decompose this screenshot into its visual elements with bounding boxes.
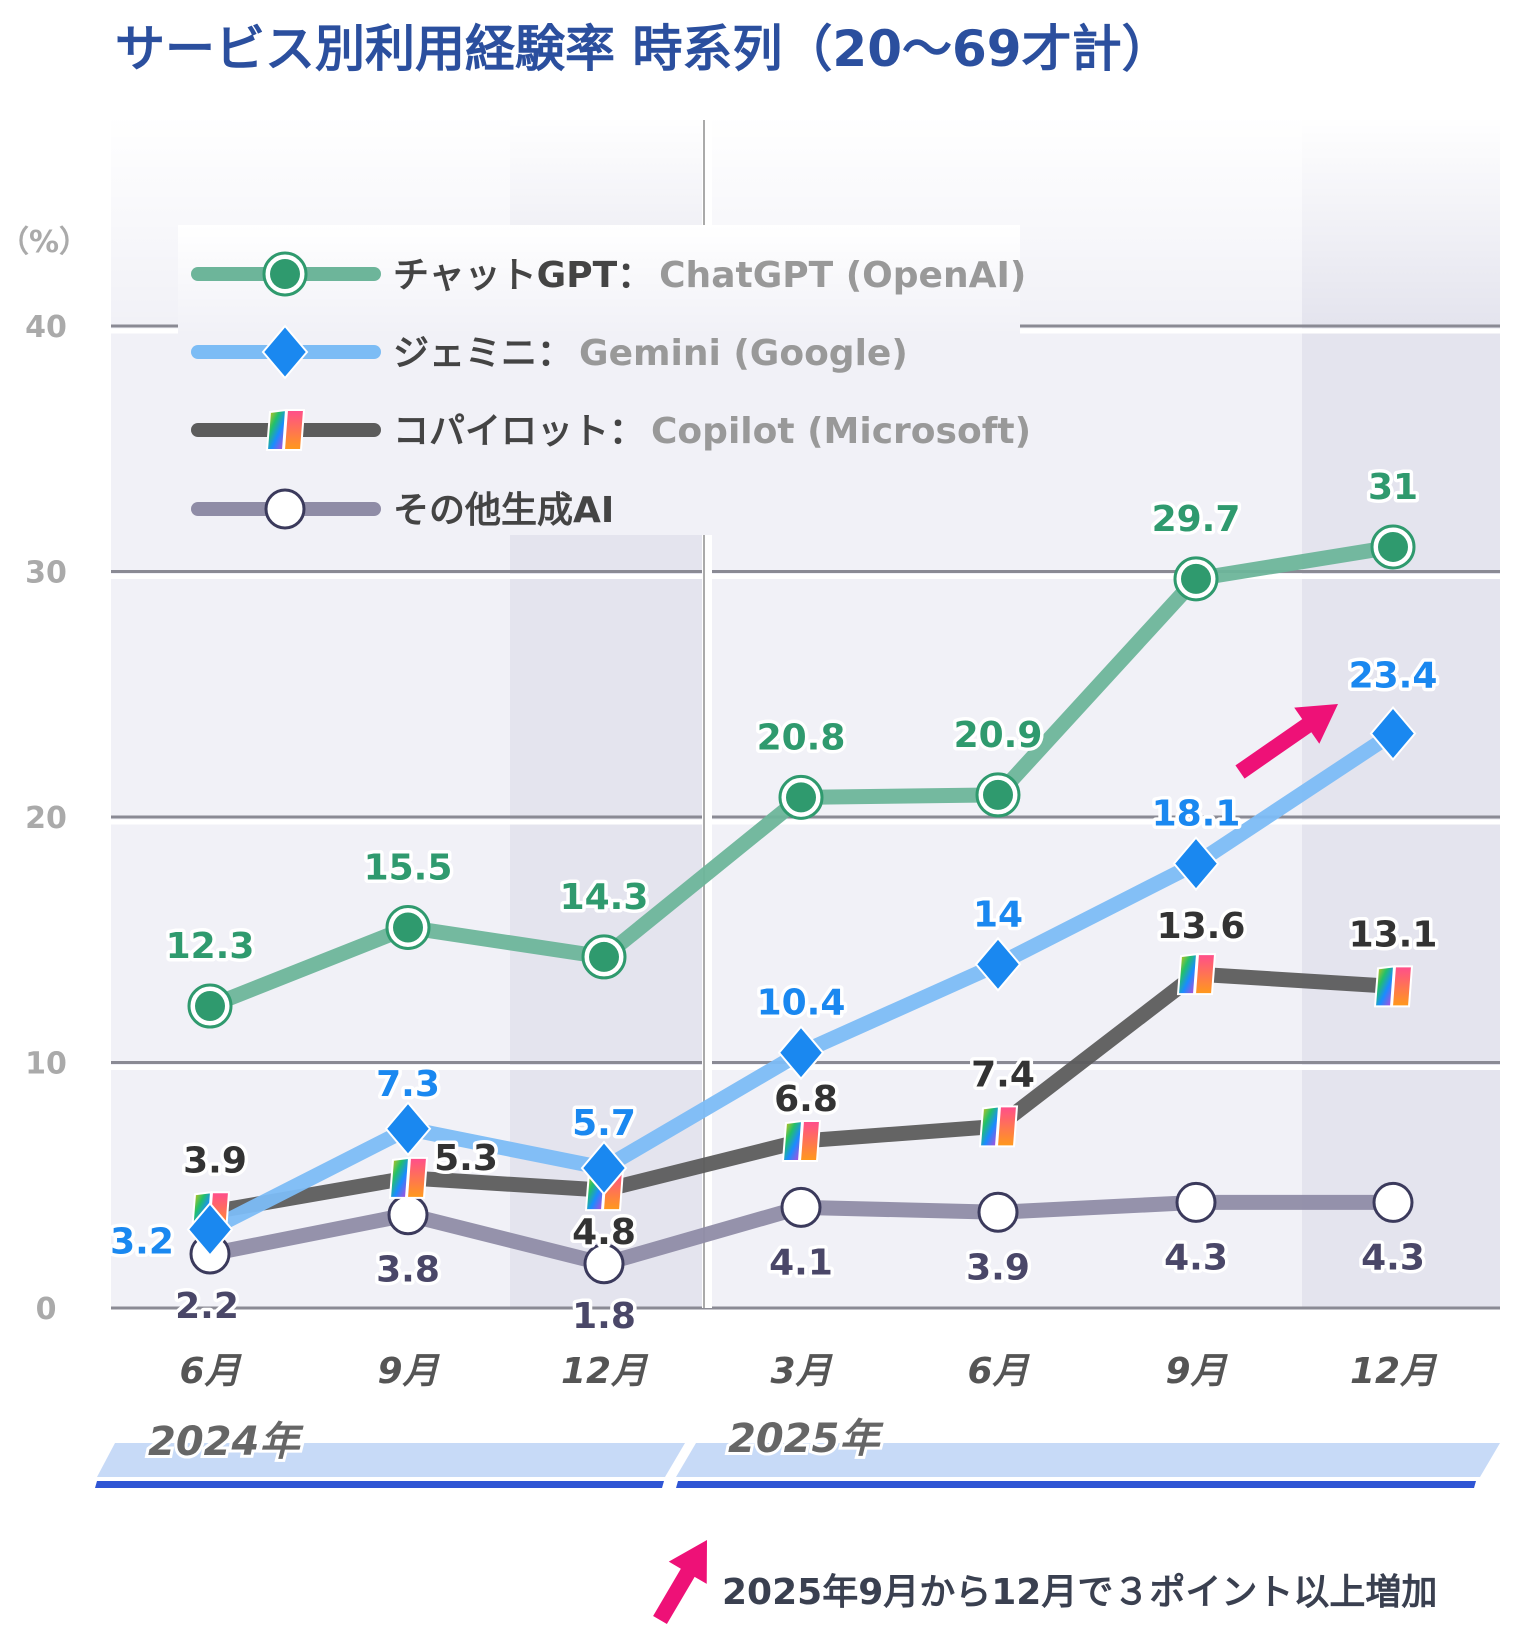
data-label: 13.6	[1157, 906, 1246, 947]
data-label: 12.3	[166, 926, 255, 967]
legend-label-ja: チャットGPT：	[393, 255, 653, 296]
data-label: 10.4	[757, 983, 846, 1024]
data-point-marker	[393, 912, 423, 943]
data-point-marker	[384, 1101, 432, 1157]
data-label: 2.2	[175, 1286, 239, 1327]
y-tick-label: 20	[25, 801, 67, 836]
data-label: 23.4	[1349, 656, 1438, 697]
data-point-marker	[195, 991, 225, 1022]
year-band-2025	[676, 1443, 1500, 1477]
data-label: 5.3	[434, 1138, 498, 1179]
data-point-marker	[388, 1156, 411, 1199]
legend-label-ja: コパイロット：	[393, 411, 645, 452]
data-label: 13.1	[1349, 914, 1438, 955]
data-label: 14	[973, 894, 1023, 935]
data-point-marker	[786, 782, 816, 813]
data-point-marker	[589, 941, 619, 972]
legend-marker-icon	[270, 259, 300, 289]
data-point-marker	[1172, 836, 1220, 892]
x-tick-label: 3月	[770, 1351, 833, 1392]
data-point-marker	[1175, 1181, 1217, 1223]
data-label: 3.9	[966, 1247, 1030, 1288]
legend-label-en: Copilot (Microsoft)	[651, 411, 1031, 452]
legend-marker-icon	[261, 324, 309, 380]
data-label: 29.7	[1152, 499, 1241, 540]
data-point-marker	[1378, 531, 1408, 562]
y-tick-label: 10	[25, 1047, 67, 1082]
data-point-marker-half	[1390, 965, 1414, 1008]
data-label: 20.9	[954, 715, 1043, 756]
data-label: 14.3	[560, 877, 649, 918]
data-label: 4.1	[769, 1242, 833, 1283]
data-label: 4.3	[1361, 1237, 1425, 1278]
x-tick-label: 12月	[1350, 1351, 1438, 1392]
data-label: 31	[1368, 467, 1418, 508]
y-tick-label: 0	[36, 1292, 57, 1327]
legend-marker-icon	[264, 488, 306, 530]
annotation-text: 2025年9月から12月で３ポイント以上増加	[722, 1571, 1437, 1613]
data-point-marker	[983, 779, 1013, 810]
data-label: 18.1	[1152, 794, 1241, 835]
data-label: 4.3	[1164, 1237, 1228, 1278]
data-label: 20.8	[757, 717, 846, 758]
data-label: 7.4	[971, 1054, 1035, 1095]
data-point-marker	[583, 1243, 625, 1285]
data-point-marker-half	[995, 1105, 1019, 1148]
data-label: 5.7	[572, 1103, 636, 1144]
legend-label-en: Gemini (Google)	[579, 333, 908, 374]
data-point-marker-half	[405, 1156, 429, 1199]
data-label: 7.3	[376, 1064, 440, 1105]
legend-marker-icon	[265, 408, 288, 451]
data-label: 1.8	[572, 1296, 636, 1337]
data-label: 3.8	[376, 1250, 440, 1291]
x-tick-label: 6月	[179, 1351, 242, 1392]
data-point-marker	[1181, 563, 1211, 594]
data-point-marker	[978, 1105, 1001, 1148]
data-point-marker	[186, 1201, 234, 1257]
data-labels: 2.2 3.8 1.8 4.1 3.9 4.3 4.3 3.9 5.3 4.8 6.8 7.4 13.6…	[107, 463, 1441, 1340]
annotation: 2025年9月から12月で３ポイント以上増加	[653, 704, 1437, 1625]
legend-label-ja: その他生成AI	[393, 490, 614, 531]
year-underline-2024	[95, 1481, 664, 1488]
data-label: 3.9	[183, 1140, 247, 1181]
y-tick-label: 30	[25, 556, 67, 591]
year-band-2024	[97, 1443, 685, 1477]
x-tick-label: 9月	[1165, 1351, 1228, 1392]
y-tick-label: 40	[25, 310, 67, 345]
data-point-marker	[974, 936, 1022, 992]
legend-marker-icon-half	[282, 409, 306, 451]
series-markers	[186, 524, 1417, 1285]
year-underline-2025	[676, 1481, 1476, 1488]
legend: チャットGPT： ChatGPT (OpenAI) ジェミニ： Gemini (Goo…	[178, 225, 1031, 535]
data-point-marker	[777, 1025, 825, 1081]
data-point-marker	[1369, 705, 1417, 762]
trend-arrow-icon	[1235, 704, 1338, 779]
data-point-marker	[977, 1191, 1019, 1233]
data-point-marker	[781, 1119, 804, 1163]
data-point-marker	[580, 1140, 628, 1196]
year-label: 2025年	[728, 1416, 884, 1462]
data-point-marker	[780, 1186, 822, 1228]
chart-title: サービス別利用経験率 時系列（20〜69才計）	[115, 20, 1172, 78]
data-label: 4.8	[572, 1212, 636, 1253]
axis-labels: 0 10 20 30 40 （%） 6月 9月 12月 3月 6月 9月 12月 2024年 2025年	[0, 225, 1500, 1488]
year-label: 2024年	[148, 1419, 304, 1465]
data-point-marker	[1176, 952, 1199, 996]
data-point-marker	[1373, 965, 1396, 1008]
y-axis-unit: （%）	[0, 225, 89, 260]
x-tick-label: 12月	[561, 1351, 649, 1392]
data-point-marker	[1372, 1181, 1414, 1223]
data-point-marker-half	[1193, 953, 1217, 996]
data-point-marker-half	[798, 1120, 822, 1163]
x-tick-label: 9月	[377, 1351, 440, 1392]
legend-label-ja: ジェミニ：	[393, 333, 573, 374]
data-label: 6.8	[774, 1079, 838, 1120]
annotation-arrow-icon	[653, 1540, 707, 1625]
legend-label-en: ChatGPT (OpenAI)	[659, 255, 1026, 296]
data-label: 15.5	[364, 847, 453, 888]
data-point-marker	[387, 1194, 429, 1236]
data-label: 3.2	[110, 1221, 174, 1262]
x-tick-label: 6月	[967, 1351, 1030, 1392]
